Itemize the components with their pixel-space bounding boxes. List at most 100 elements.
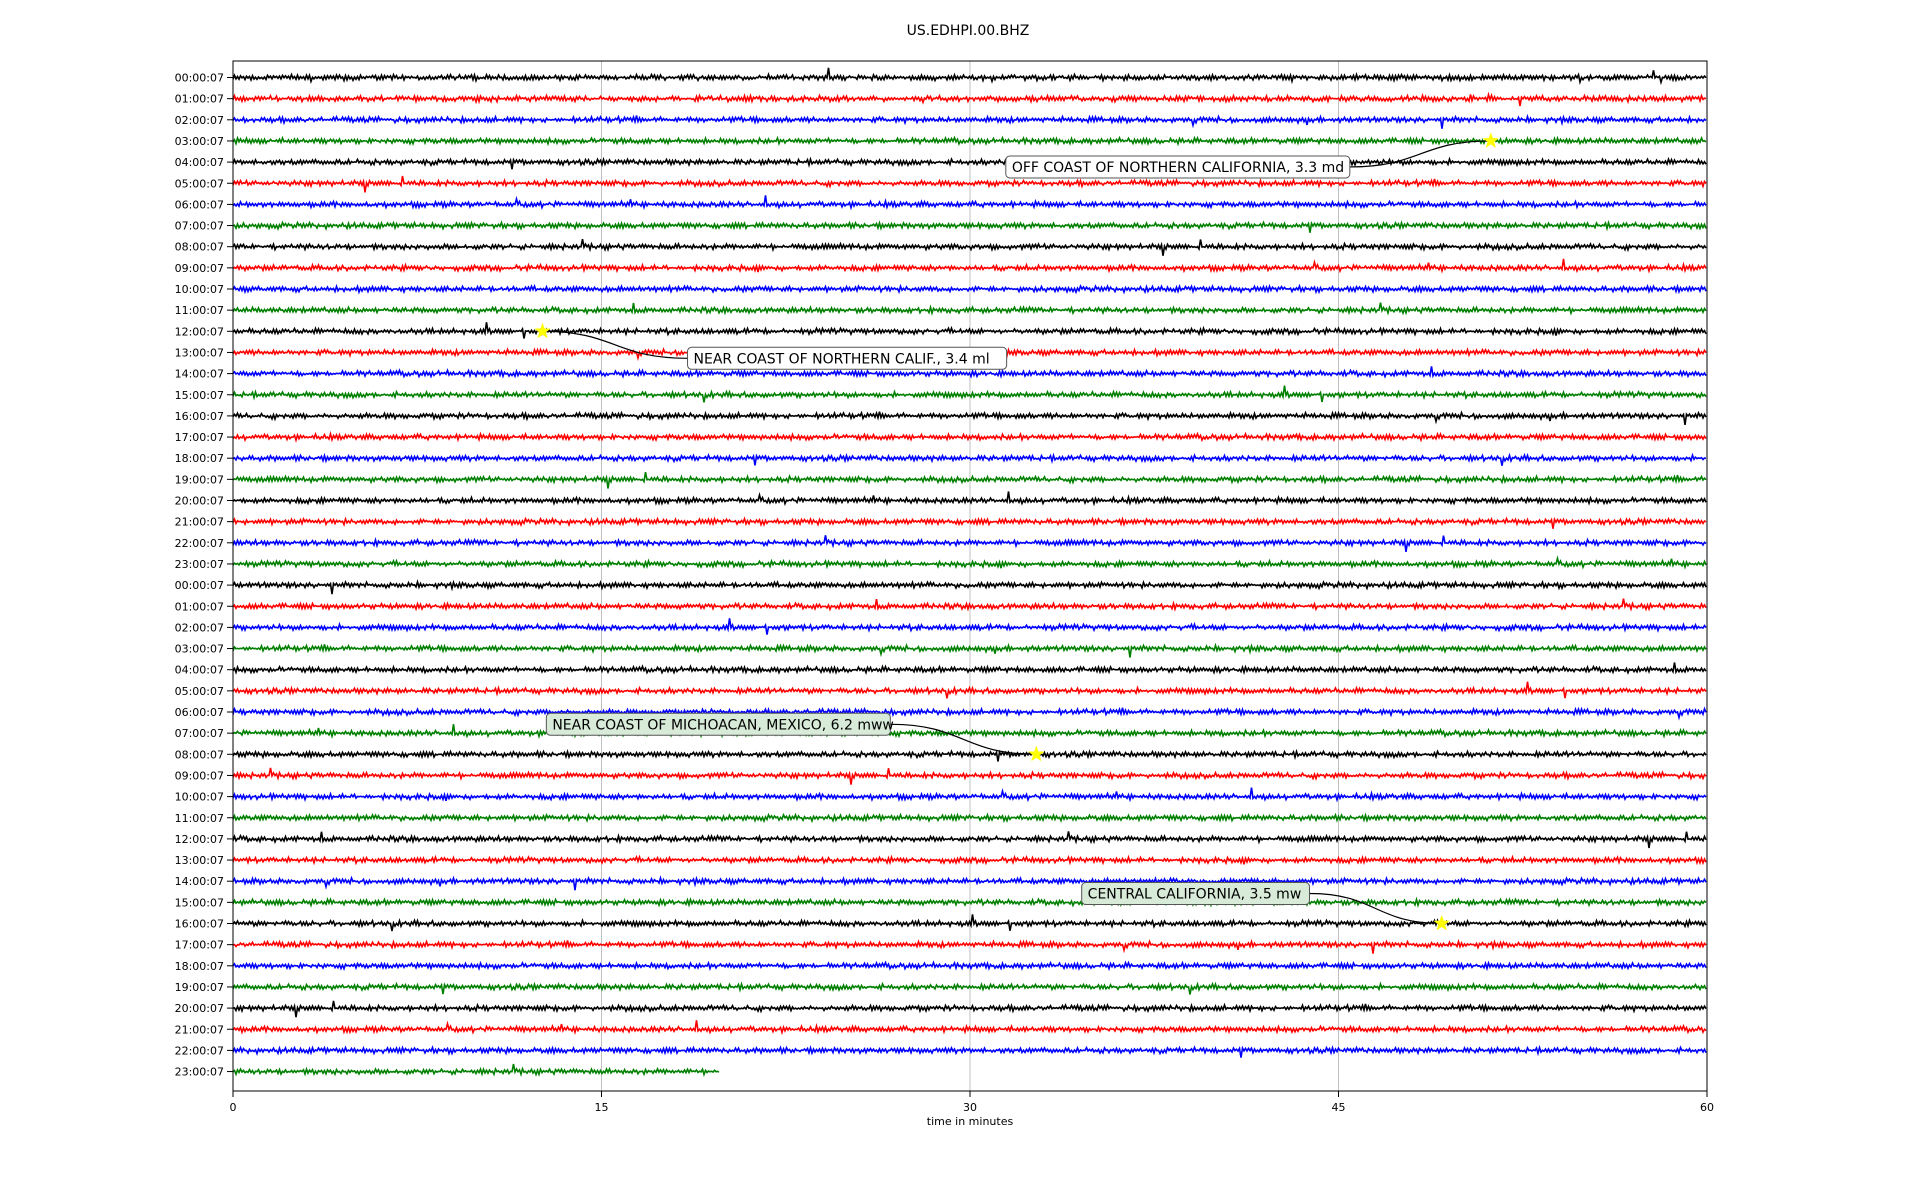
event-star-3 [1433,914,1451,931]
trace-row-38 [232,875,1707,891]
trace-row-26 [232,618,1707,635]
row-label-35: 11:00:07 [175,812,224,825]
row-label-23: 23:00:07 [175,558,224,571]
row-label-15: 15:00:07 [175,389,224,402]
row-label-42: 18:00:07 [175,960,224,973]
trace-row-3 [232,135,1707,147]
row-label-47: 23:00:07 [175,1066,224,1079]
x-tick-label-4: 60 [1700,1101,1714,1114]
trace-row-34 [232,787,1707,803]
row-label-27: 03:00:07 [175,643,224,656]
event-annotations: OFF COAST OF NORTHERN CALIFORNIA, 3.3 md… [534,132,1500,931]
trace-row-23 [232,555,1707,570]
row-label-36: 12:00:07 [175,833,224,846]
trace-row-12 [232,322,1707,339]
trace-row-16 [232,410,1707,426]
row-label-31: 07:00:07 [175,727,224,740]
row-label-8: 08:00:07 [175,241,224,254]
row-label-11: 11:00:07 [175,304,224,317]
trace-row-25 [232,598,1707,612]
event-star-1 [534,322,551,339]
annotation-2: NEAR COAST OF MICHOACAN, MEXICO, 6.2 mww [545,712,1045,762]
trace-row-15 [232,385,1707,403]
trace-row-28 [232,662,1707,676]
row-label-41: 17:00:07 [175,939,224,952]
trace-row-5 [232,175,1707,193]
row-label-24: 00:00:07 [175,579,224,592]
annotation-box-1 [687,346,1008,370]
trace-row-44 [232,1000,1707,1018]
x-tick-label-0: 0 [230,1101,237,1114]
row-time-labels: 00:00:07 01:00:07 02:00:07 03:00:07 04:00:07… [175,72,233,1079]
row-label-5: 05:00:07 [175,177,224,190]
row-label-43: 19:00:07 [175,981,224,994]
row-label-40: 16:00:07 [175,918,224,931]
trace-row-27 [232,642,1707,658]
annotation-connector-0 [1349,140,1491,168]
trace-row-17 [232,430,1707,444]
annotation-label-1: NEAR COAST OF NORTHERN CALIF., 3.4 ml [694,351,990,367]
annotation-1: NEAR COAST OF NORTHERN CALIF., 3.4 ml [534,322,1008,370]
row-label-25: 01:00:07 [175,600,224,613]
row-label-44: 20:00:07 [175,1002,224,1015]
trace-row-35 [232,812,1707,824]
row-label-13: 13:00:07 [175,346,224,359]
trace-row-24 [232,579,1707,595]
row-label-1: 01:00:07 [175,93,224,106]
trace-row-2 [232,113,1707,129]
row-label-20: 20:00:07 [175,495,224,508]
trace-row-37 [232,854,1707,866]
trace-row-21 [232,516,1707,529]
chart-title: US.EDHPI.00.BHZ [907,23,1030,39]
row-label-14: 14:00:07 [175,368,224,381]
trace-row-22 [232,535,1707,553]
trace-row-43 [232,981,1707,995]
annotation-box-3 [1081,882,1310,905]
row-label-34: 10:00:07 [175,791,224,804]
annotation-connector-3 [1309,892,1442,925]
row-label-19: 19:00:07 [175,473,224,486]
trace-row-40 [232,914,1707,932]
row-label-32: 08:00:07 [175,748,224,761]
annotation-label-0: OFF COAST OF NORTHERN CALIFORNIA, 3.3 md [1012,160,1344,176]
event-star-0 [1482,132,1500,149]
trace-row-42 [232,960,1707,972]
trace-row-36 [232,831,1707,849]
annotation-connector-1 [542,330,688,359]
x-tick-label-1: 15 [595,1101,609,1114]
trace-row-14 [232,366,1707,380]
trace-row-33 [232,767,1707,785]
annotation-label-3: CENTRAL CALIFORNIA, 3.5 mw [1088,887,1302,903]
trace-row-7 [232,219,1707,233]
annotation-3: CENTRAL CALIFORNIA, 3.5 mw [1081,882,1451,931]
trace-row-4 [232,156,1707,170]
trace-row-10 [232,283,1707,295]
trace-row-45 [232,1020,1707,1036]
row-label-7: 07:00:07 [175,220,224,233]
row-label-29: 05:00:07 [175,685,224,698]
trace-row-47 [232,1063,720,1078]
x-tick-label-2: 30 [963,1101,977,1114]
trace-row-39 [232,895,1707,909]
plot-frame [232,60,1708,1092]
x-axis-ticks: 0 15 30 45 60 [230,1091,1714,1114]
trace-row-1 [232,91,1707,107]
row-label-38: 14:00:07 [175,875,224,888]
row-label-45: 21:00:07 [175,1023,224,1036]
trace-row-0 [232,67,1707,86]
trace-row-9 [232,258,1707,274]
row-label-3: 03:00:07 [175,135,224,148]
seismic-traces [232,67,1707,1078]
trace-row-11 [232,302,1707,316]
row-label-26: 02:00:07 [175,621,224,634]
annotation-connector-2 [890,723,1037,755]
row-label-12: 12:00:07 [175,325,224,338]
event-star-2 [1027,745,1045,762]
row-label-39: 15:00:07 [175,896,224,909]
row-label-22: 22:00:07 [175,537,224,550]
trace-row-20 [232,491,1707,507]
trace-row-29 [232,681,1707,699]
trace-row-30 [232,706,1707,721]
row-label-30: 06:00:07 [175,706,224,719]
